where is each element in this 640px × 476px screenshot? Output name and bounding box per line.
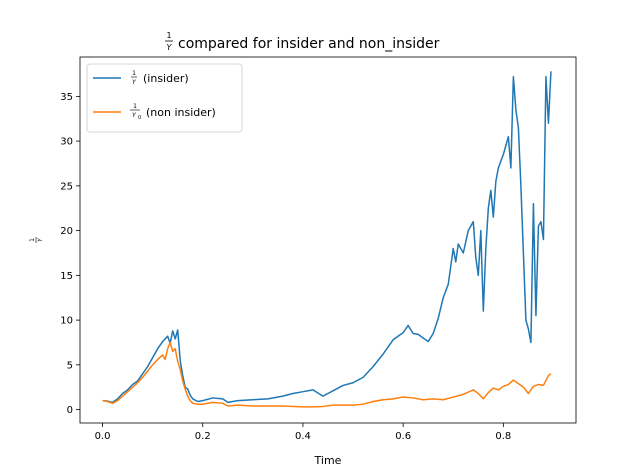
y-tick-label: 35 xyxy=(60,92,73,103)
legend-insider-frac-numerator: 1 xyxy=(132,70,136,77)
legend-entry-insider: 1 Y (insider) xyxy=(93,70,189,86)
y-axis-label-frac-numerator: 1 xyxy=(29,238,36,242)
legend-label-insider: (insider) xyxy=(143,72,189,85)
title-text: compared for insider and non_insider xyxy=(178,36,440,52)
legend-non-insider-frac-numerator: 1 xyxy=(133,103,137,110)
y-axis: 0 5 10 15 20 25 30 35 xyxy=(60,92,80,416)
legend-entry-non-insider: 1 Y 0 (non insider) xyxy=(93,103,216,121)
plot-area-frame xyxy=(79,56,577,424)
x-tick-label: 0.6 xyxy=(395,431,411,442)
y-tick-label: 15 xyxy=(60,271,73,282)
legend-non-insider-frac-denominator: Y xyxy=(132,112,137,119)
y-axis-label: 1 Y xyxy=(29,237,44,243)
y-tick-label: 25 xyxy=(60,181,73,192)
x-axis: 0.0 0.2 0.4 0.6 0.8 xyxy=(95,423,511,442)
chart-title: 1 Y compared for insider and non_insider xyxy=(165,31,440,52)
series-line-non-insider xyxy=(102,341,552,408)
title-frac-denominator: Y xyxy=(167,43,173,52)
y-tick-label: 30 xyxy=(60,137,73,148)
legend-label-non-insider: (non insider) xyxy=(146,106,216,119)
x-tick-label: 0.4 xyxy=(295,431,311,442)
y-tick-label: 5 xyxy=(67,360,73,371)
x-tick-label: 0.0 xyxy=(95,431,111,442)
y-axis-label-frac-denominator: Y xyxy=(37,237,44,242)
legend: 1 Y (insider) 1 Y 0 (non insider) xyxy=(86,63,243,133)
x-tick-label: 0.2 xyxy=(195,431,211,442)
legend-non-insider-frac-subscript: 0 xyxy=(138,115,141,121)
title-frac-numerator: 1 xyxy=(166,31,171,40)
x-axis-label: Time xyxy=(314,454,342,467)
series-line-insider xyxy=(102,71,552,404)
legend-box xyxy=(86,63,243,133)
legend-insider-frac-denominator: Y xyxy=(132,79,137,86)
y-tick-label: 20 xyxy=(60,226,73,237)
x-tick-label: 0.8 xyxy=(495,431,511,442)
y-tick-label: 10 xyxy=(60,316,73,327)
y-tick-label: 0 xyxy=(67,405,73,416)
series-layer xyxy=(102,71,552,408)
